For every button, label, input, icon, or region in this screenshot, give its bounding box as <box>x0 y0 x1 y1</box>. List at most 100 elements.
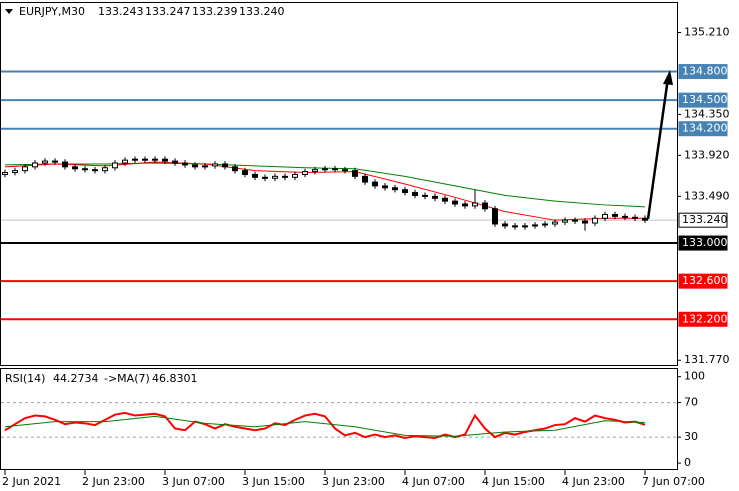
x-tick-label: 3 Jun 15:00 <box>242 475 305 488</box>
price-panel <box>0 2 678 366</box>
rsi-line <box>4 411 646 440</box>
candle-body <box>342 169 348 172</box>
level-label: 134.800 <box>682 65 728 78</box>
candle-body <box>82 168 88 171</box>
candle-body <box>332 168 338 171</box>
candle-body <box>492 208 498 225</box>
candle-body <box>112 162 118 169</box>
candle-body <box>512 225 518 228</box>
level-label: 134.200 <box>682 122 728 135</box>
candle-body <box>22 166 28 172</box>
candle-body <box>212 163 218 167</box>
y-tick-label: 100 <box>684 370 705 383</box>
x-tick-label: 4 Jun 15:00 <box>482 475 545 488</box>
candle-body <box>432 195 438 199</box>
candle-body <box>232 166 238 172</box>
y-tick-label: 0 <box>684 456 691 469</box>
candle-body <box>142 158 148 161</box>
x-tick-label: 4 Jun 07:00 <box>402 475 465 488</box>
candle-body <box>352 170 358 177</box>
candle-body <box>542 223 548 226</box>
ma-value: 46.8301 <box>152 372 198 385</box>
candle-body <box>262 176 268 179</box>
candle-body <box>642 217 648 221</box>
level-label-box <box>678 92 728 108</box>
candle-body <box>152 158 158 161</box>
level-label-box <box>678 273 728 289</box>
rsi-value: 44.2734 <box>53 372 99 385</box>
rsi-name: RSI(14) <box>5 372 45 385</box>
x-tick-label: 3 Jun 07:00 <box>162 475 225 488</box>
candle-body <box>612 213 618 217</box>
candle-body <box>202 165 208 168</box>
candle-body <box>622 215 628 218</box>
x-tick-label: 7 Jun 07:00 <box>642 475 705 488</box>
level-label: 133.240 <box>682 213 728 226</box>
rsi-panel <box>0 368 678 470</box>
candle-body <box>182 162 188 166</box>
x-tick-label: 2 Jun 2021 <box>2 475 61 488</box>
candle-body <box>242 170 248 175</box>
candle-body <box>392 187 398 191</box>
candle-body <box>362 175 368 183</box>
candle-body <box>282 175 288 178</box>
candle-body <box>252 173 258 178</box>
y-tick-label: 135.210 <box>684 25 730 38</box>
y-tick-label: 30 <box>684 430 698 443</box>
y-tick-label: 134.350 <box>684 107 730 120</box>
candle-body <box>12 170 18 174</box>
candle-body <box>72 166 78 170</box>
candle-body <box>32 162 38 168</box>
close: 133.240 <box>239 5 285 18</box>
menu-arrow <box>5 9 13 14</box>
level-label-box <box>678 64 728 80</box>
candle-body <box>132 158 138 161</box>
candle-body <box>562 219 568 223</box>
candle-body <box>92 169 98 172</box>
y-tick-label: 133.490 <box>684 189 730 202</box>
candle-body <box>272 175 278 179</box>
candle-body <box>572 219 578 222</box>
candle-body <box>312 169 318 173</box>
candle-body <box>442 197 448 202</box>
candle-body <box>52 160 58 163</box>
candle-body <box>322 168 328 171</box>
candle-body <box>452 200 458 205</box>
candle-body <box>62 161 68 168</box>
candle-body <box>462 203 468 207</box>
level-label-box <box>678 235 728 251</box>
arrow <box>646 77 670 220</box>
candle-body <box>302 171 308 175</box>
candle-body <box>522 225 528 228</box>
candle-body <box>632 216 638 219</box>
level-label: 133.000 <box>682 236 728 249</box>
level-label-box <box>678 311 728 327</box>
candle-body <box>552 221 558 225</box>
candle-body <box>222 163 228 168</box>
candle-body <box>192 164 198 168</box>
candle-body <box>292 173 298 178</box>
level-label-box <box>678 121 728 137</box>
y-tick-label: 133.920 <box>684 148 730 161</box>
candle-body <box>162 158 168 162</box>
open: 133.243 <box>98 5 144 18</box>
candle-body <box>582 220 588 224</box>
candle-body <box>532 224 538 227</box>
level-label: 132.600 <box>682 274 728 287</box>
x-tick-label: 4 Jun 23:00 <box>562 475 625 488</box>
candle-body <box>2 172 8 175</box>
candle-body <box>42 160 48 164</box>
plot: 135.210 134.350 133.920 133.490 131.770 134.8… <box>1 25 730 488</box>
high: 133.247 <box>145 5 191 18</box>
candle-body <box>122 159 128 164</box>
level-label-box <box>678 212 728 228</box>
candle-body <box>102 167 108 172</box>
low: 133.239 <box>192 5 238 18</box>
candle-body <box>382 185 388 189</box>
candle-body <box>422 194 428 197</box>
candle-body <box>602 213 608 219</box>
x-tick-label: 3 Jun 23:00 <box>322 475 385 488</box>
